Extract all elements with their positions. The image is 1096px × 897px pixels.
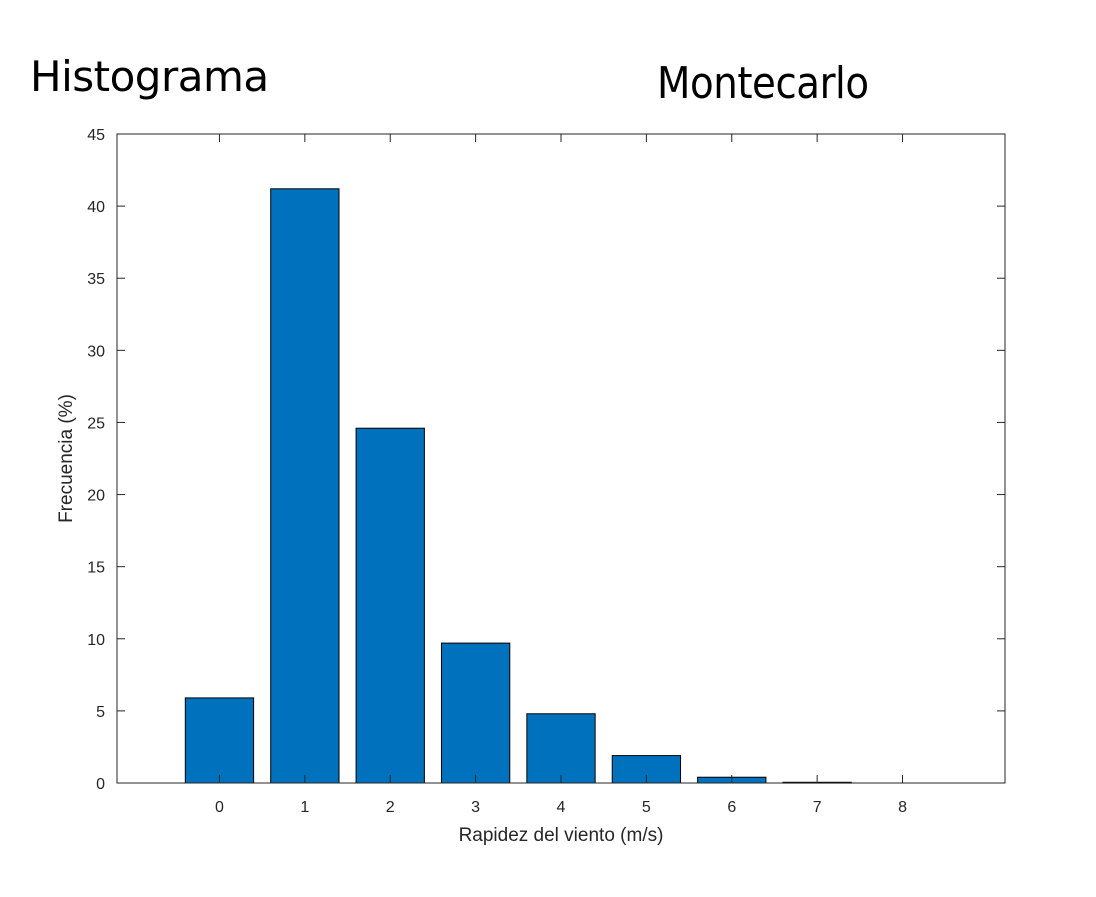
- x-tick-label: 3: [471, 799, 480, 816]
- histogram-heading: Histograma: [30, 52, 269, 101]
- x-tick-label: 8: [898, 799, 907, 816]
- y-tick-label: 40: [87, 199, 105, 216]
- x-axis-label: Rapidez del viento (m/s): [459, 825, 664, 846]
- y-tick-label: 35: [87, 271, 105, 288]
- y-tick-label: 20: [87, 488, 105, 505]
- bar-2: [355, 427, 425, 784]
- bar-0: [184, 697, 255, 784]
- x-tick-label: 7: [813, 799, 822, 816]
- y-tick-label: 10: [87, 632, 105, 649]
- bar-3: [440, 642, 511, 784]
- y-tick-label: 15: [87, 560, 105, 577]
- plot-frame: [116, 133, 1006, 784]
- x-tick-label: 5: [642, 799, 651, 816]
- y-axis-label: Frecuencia (%): [56, 394, 77, 523]
- x-tick-label: 2: [386, 799, 395, 816]
- y-tick-label: 45: [87, 127, 105, 144]
- montecarlo-heading: Montecarlo: [657, 58, 869, 109]
- y-tick-label: 25: [87, 415, 105, 432]
- bars-layer: [184, 188, 852, 784]
- x-tick-label: 0: [215, 799, 224, 816]
- y-tick-label: 5: [96, 704, 105, 721]
- y-tick-label: 30: [87, 343, 105, 360]
- x-tick-label: 6: [727, 799, 736, 816]
- x-tick-label: 4: [557, 799, 566, 816]
- x-tick-label: 1: [300, 799, 309, 816]
- y-tick-label: 0: [96, 776, 105, 793]
- bar-4: [526, 713, 596, 784]
- bar-1: [270, 188, 340, 784]
